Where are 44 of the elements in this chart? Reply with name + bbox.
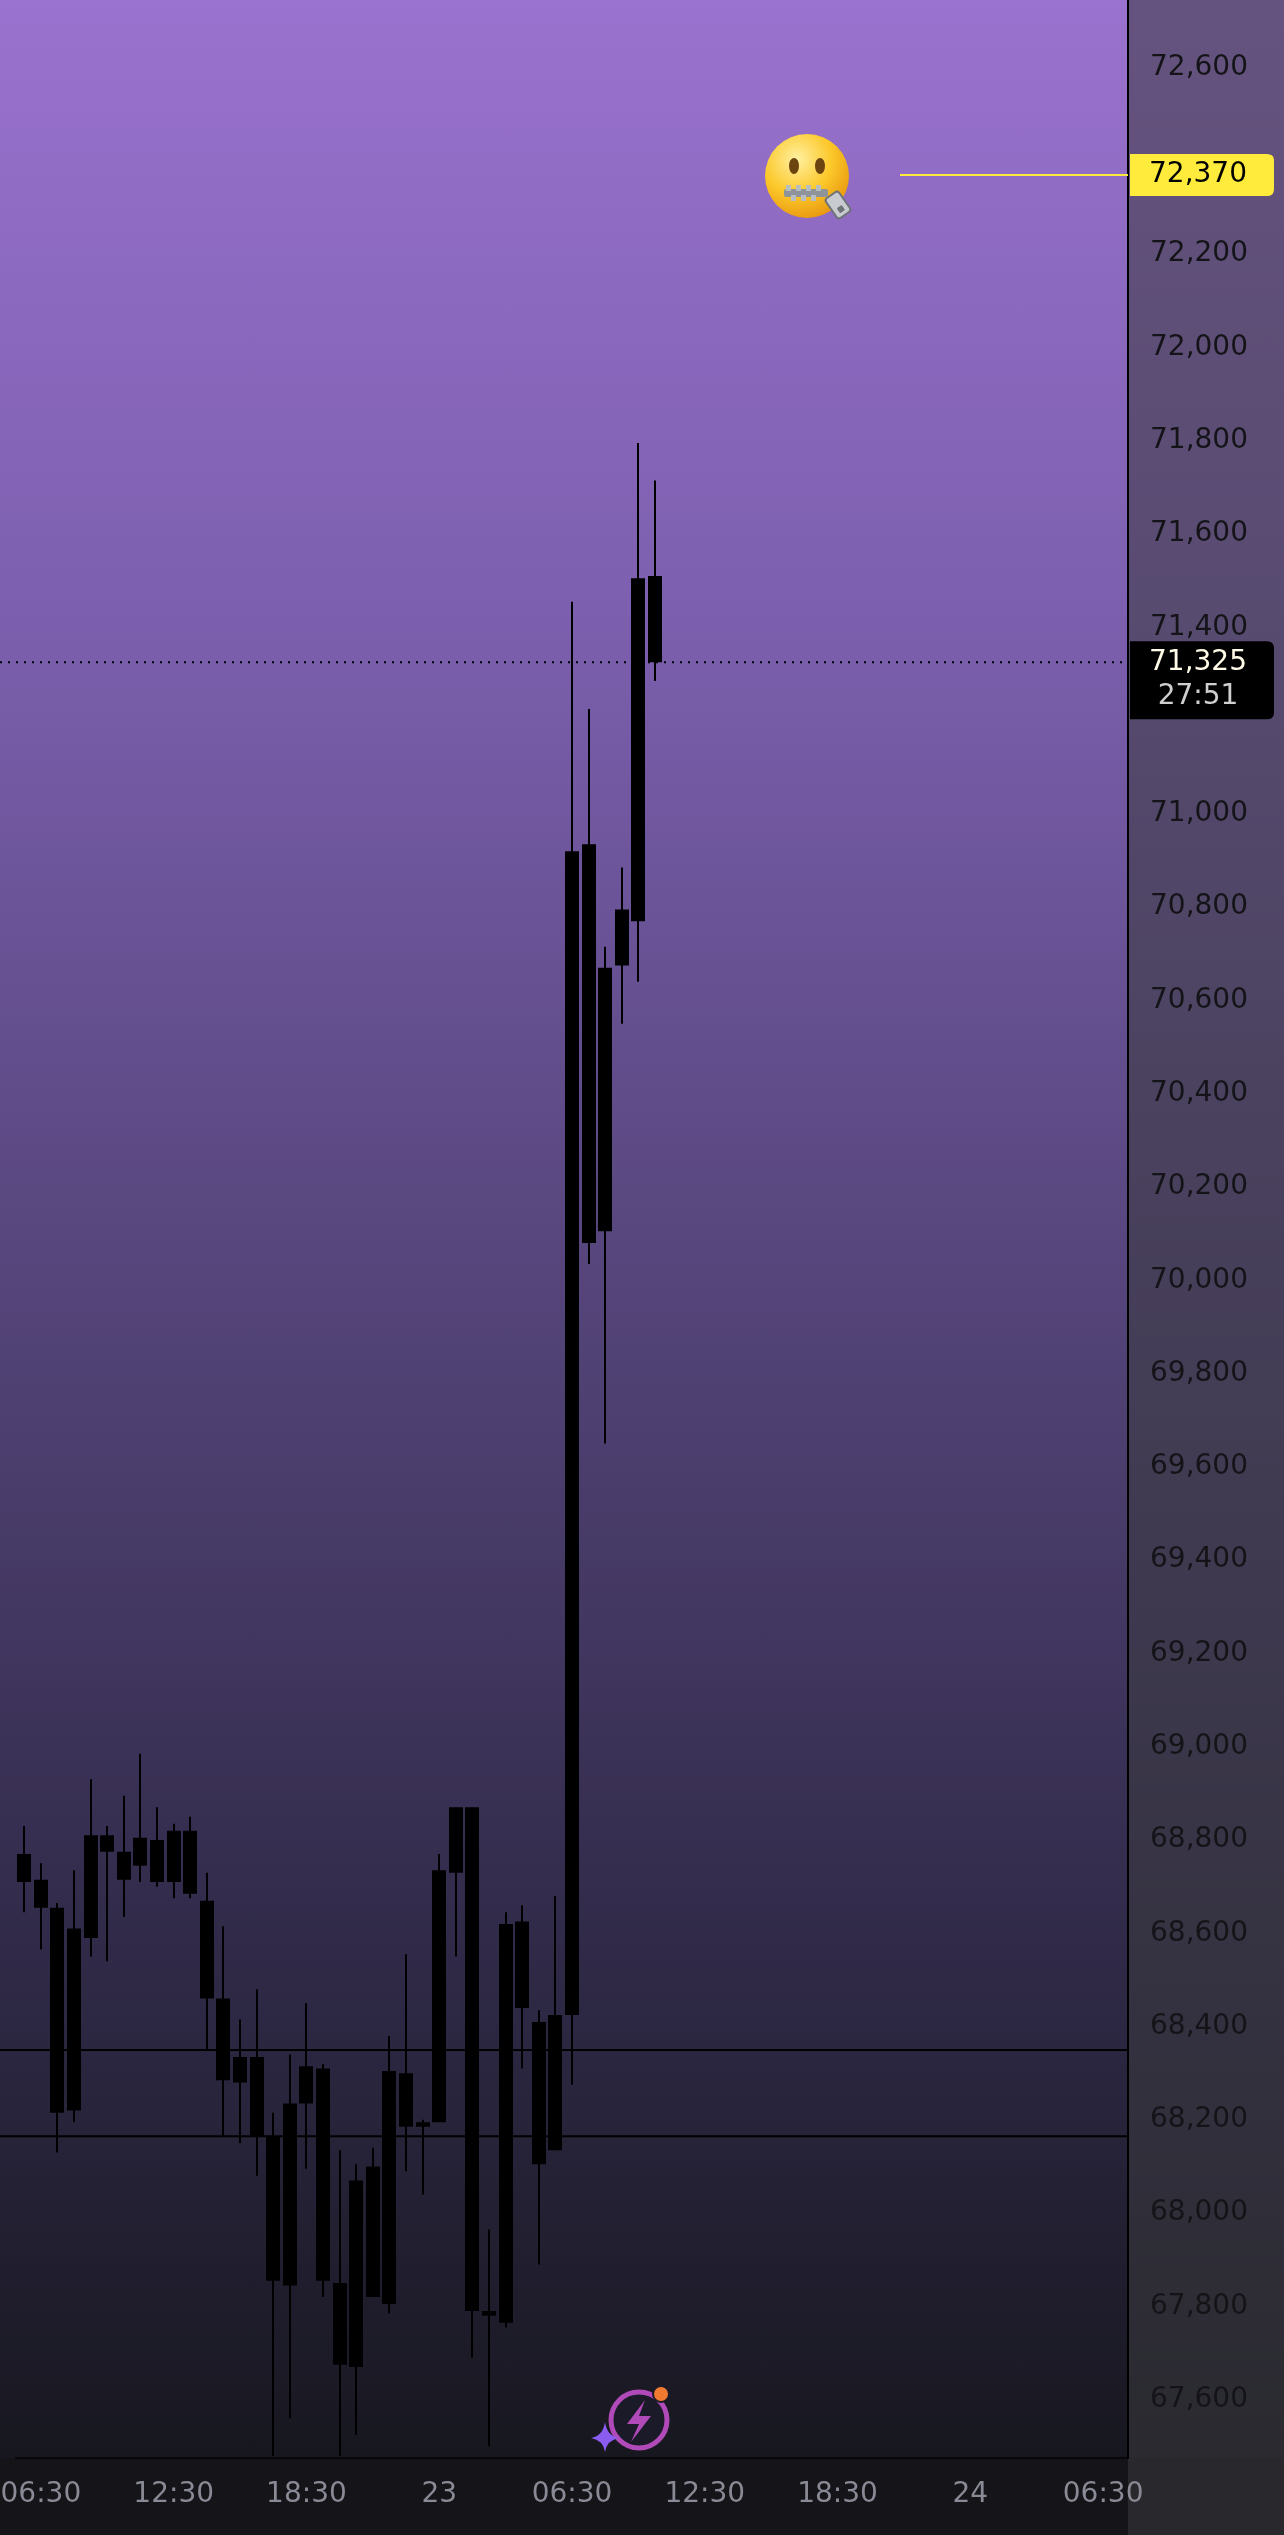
y-tick-label: 70,400 — [1150, 1075, 1248, 1109]
y-tick-label: 72,600 — [1150, 48, 1248, 82]
candlestick — [349, 2164, 363, 2435]
y-tick-label: 70,000 — [1150, 1261, 1248, 1295]
x-tick-label: 12:30 — [664, 2476, 746, 2510]
candlestick — [615, 867, 629, 1024]
y-tick-label: 71,600 — [1150, 515, 1248, 549]
candlestick — [366, 2147, 380, 2298]
y-tick-label: 69,600 — [1150, 1448, 1248, 1482]
x-tick-label: 06:30 — [1062, 2476, 1144, 2510]
candlestick — [34, 1863, 48, 1950]
candlestick — [582, 708, 596, 1264]
candlestick — [133, 1753, 147, 1882]
candlestick — [183, 1816, 197, 1899]
y-tick-label: 71,800 — [1150, 422, 1248, 456]
y-tick-label: 70,600 — [1150, 981, 1248, 1015]
x-tick-label: 18:30 — [266, 2476, 347, 2510]
y-tick-label: 72,000 — [1150, 328, 1248, 362]
candlestick — [84, 1779, 98, 1957]
y-tick-label: 72,200 — [1150, 235, 1248, 269]
candlestick — [631, 443, 645, 982]
candlestick — [117, 1795, 131, 1917]
candlestick — [482, 2229, 496, 2447]
x-tick-label: 06:30 — [0, 2476, 82, 2510]
x-tick-label: 24 — [952, 2476, 989, 2510]
y-tick-label: 70,200 — [1150, 1168, 1248, 1202]
x-tick-label: 23 — [421, 2476, 458, 2510]
y-tick-label: 71,400 — [1150, 608, 1248, 642]
candlestick — [449, 1807, 463, 1957]
x-tick-label: 12:30 — [133, 2476, 215, 2510]
y-tick-label: 70,800 — [1150, 888, 1248, 922]
candlestick — [167, 1823, 181, 1899]
y-tick-label: 71,000 — [1150, 795, 1248, 829]
candlestick — [150, 1807, 164, 1887]
x-tick-label: 06:30 — [531, 2476, 613, 2510]
candlestick — [17, 1826, 31, 1913]
y-tick-label: 69,400 — [1150, 1541, 1248, 1575]
text: 27:51 — [1157, 677, 1239, 711]
x-tick-label: 18:30 — [797, 2476, 878, 2510]
candlestick — [598, 946, 612, 1444]
y-tick-label: 69,800 — [1150, 1354, 1248, 1388]
ref-line-label: 71,325 — [1149, 643, 1247, 677]
ref-line-label: 72,370 — [1149, 156, 1247, 190]
candlestick — [100, 1826, 114, 1962]
